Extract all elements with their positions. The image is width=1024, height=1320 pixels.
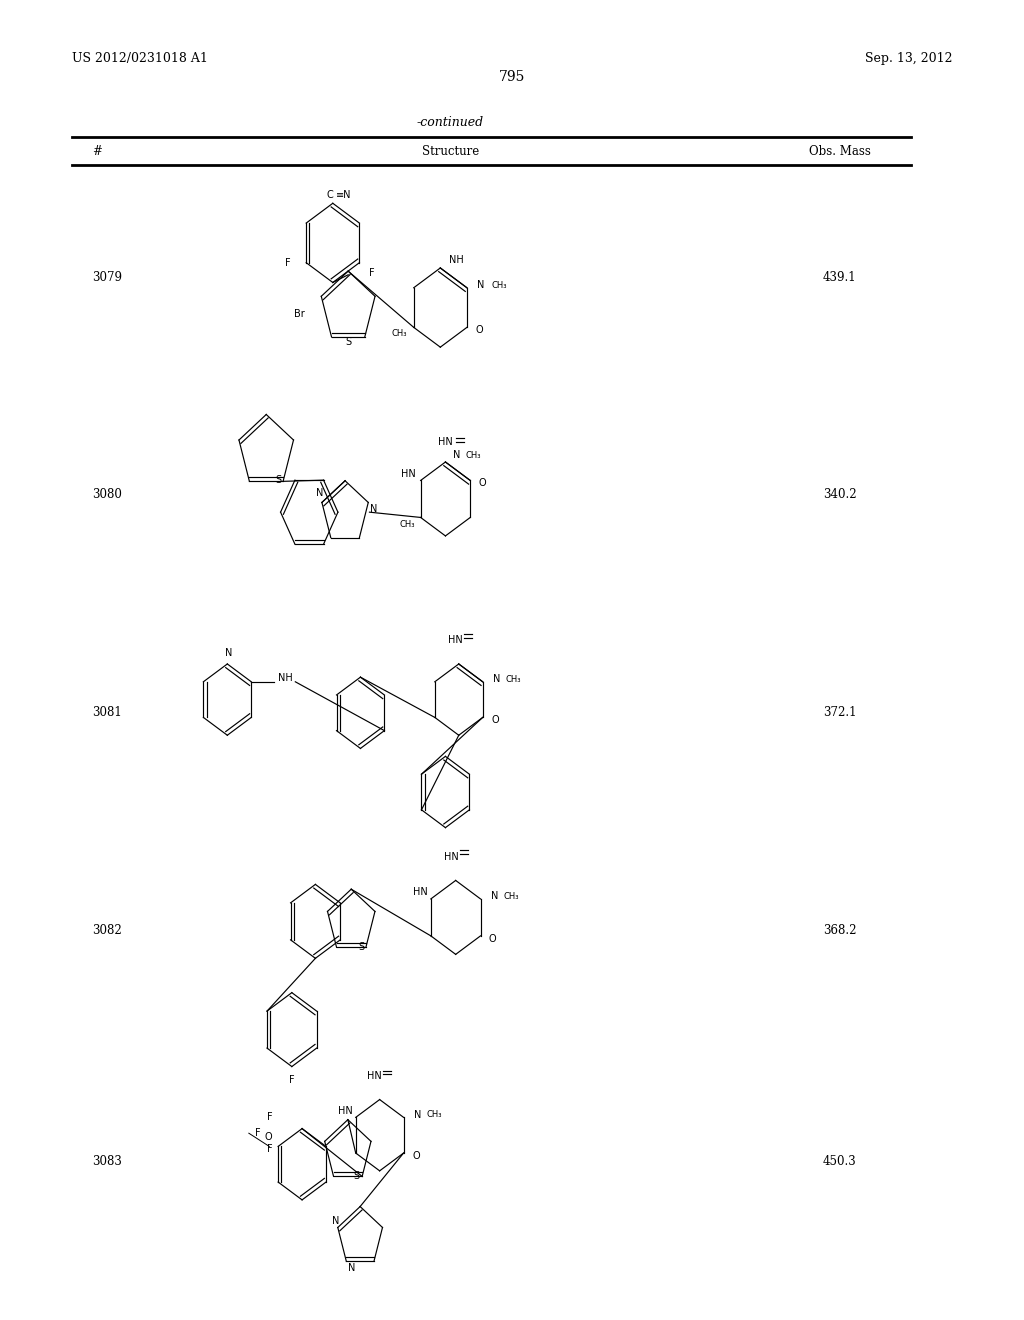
Text: #: # bbox=[92, 145, 102, 158]
Text: CH₃: CH₃ bbox=[399, 520, 415, 528]
Text: N: N bbox=[453, 450, 460, 461]
Text: CH₃: CH₃ bbox=[503, 892, 518, 900]
Text: HN: HN bbox=[449, 635, 463, 645]
Text: O: O bbox=[492, 715, 499, 725]
Text: O: O bbox=[489, 933, 497, 944]
Text: ≡N: ≡N bbox=[336, 190, 351, 201]
Text: F: F bbox=[369, 268, 375, 277]
Text: S: S bbox=[345, 338, 351, 347]
Text: O: O bbox=[479, 478, 486, 488]
Text: N: N bbox=[370, 504, 377, 513]
Text: N: N bbox=[348, 1263, 355, 1272]
Text: S: S bbox=[353, 1171, 359, 1180]
Text: F: F bbox=[285, 257, 291, 268]
Text: S: S bbox=[275, 475, 282, 486]
Text: F: F bbox=[267, 1113, 272, 1122]
Text: C: C bbox=[326, 190, 333, 201]
Text: N: N bbox=[316, 488, 324, 498]
Text: Structure: Structure bbox=[422, 145, 479, 158]
Text: 795: 795 bbox=[499, 70, 525, 83]
Text: O: O bbox=[412, 1151, 420, 1160]
Text: 3081: 3081 bbox=[92, 706, 122, 719]
Text: 3080: 3080 bbox=[92, 488, 122, 502]
Text: HN: HN bbox=[413, 887, 428, 898]
Text: US 2012/0231018 A1: US 2012/0231018 A1 bbox=[72, 51, 208, 65]
Text: 439.1: 439.1 bbox=[823, 271, 856, 284]
Text: Obs. Mass: Obs. Mass bbox=[809, 145, 870, 158]
Text: CH₃: CH₃ bbox=[505, 675, 521, 684]
Text: S: S bbox=[358, 942, 365, 953]
Text: N: N bbox=[493, 675, 501, 684]
Text: 340.2: 340.2 bbox=[823, 488, 856, 502]
Text: NH: NH bbox=[278, 673, 293, 682]
Text: Br: Br bbox=[294, 309, 305, 319]
Text: 368.2: 368.2 bbox=[823, 924, 856, 937]
Text: 3082: 3082 bbox=[92, 924, 122, 937]
Text: CH₃: CH₃ bbox=[391, 330, 408, 338]
Text: HN: HN bbox=[444, 851, 459, 862]
Text: N: N bbox=[414, 1110, 421, 1119]
Text: HN: HN bbox=[367, 1071, 382, 1081]
Text: N: N bbox=[490, 891, 498, 902]
Text: HN: HN bbox=[400, 469, 416, 479]
Text: 3083: 3083 bbox=[92, 1155, 122, 1168]
Text: F: F bbox=[255, 1129, 260, 1138]
Text: -continued: -continued bbox=[417, 116, 484, 129]
Text: 3079: 3079 bbox=[92, 271, 122, 284]
Text: NH: NH bbox=[449, 255, 463, 265]
Text: F: F bbox=[267, 1144, 272, 1154]
Text: O: O bbox=[265, 1133, 272, 1142]
Text: Sep. 13, 2012: Sep. 13, 2012 bbox=[865, 51, 952, 65]
Text: N: N bbox=[477, 280, 484, 290]
Text: N: N bbox=[332, 1216, 339, 1226]
Text: 372.1: 372.1 bbox=[823, 706, 856, 719]
Text: N: N bbox=[224, 648, 232, 659]
Text: CH₃: CH₃ bbox=[466, 451, 481, 459]
Text: 450.3: 450.3 bbox=[823, 1155, 856, 1168]
Text: CH₃: CH₃ bbox=[426, 1110, 441, 1119]
Text: CH₃: CH₃ bbox=[492, 281, 507, 289]
Text: O: O bbox=[475, 325, 483, 335]
Text: HN: HN bbox=[438, 437, 453, 447]
Text: HN: HN bbox=[338, 1106, 352, 1115]
Text: F: F bbox=[289, 1074, 295, 1085]
